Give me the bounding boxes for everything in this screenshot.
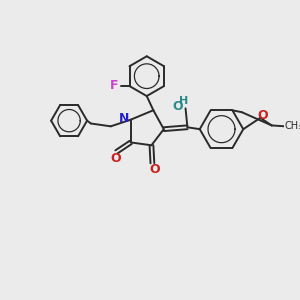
Text: O: O — [110, 152, 121, 165]
Text: H: H — [179, 96, 188, 106]
Text: O: O — [173, 100, 183, 113]
Text: CH₃: CH₃ — [284, 122, 300, 131]
Text: O: O — [149, 164, 160, 176]
Text: N: N — [119, 112, 129, 125]
Text: O: O — [258, 109, 268, 122]
Text: F: F — [110, 79, 118, 92]
